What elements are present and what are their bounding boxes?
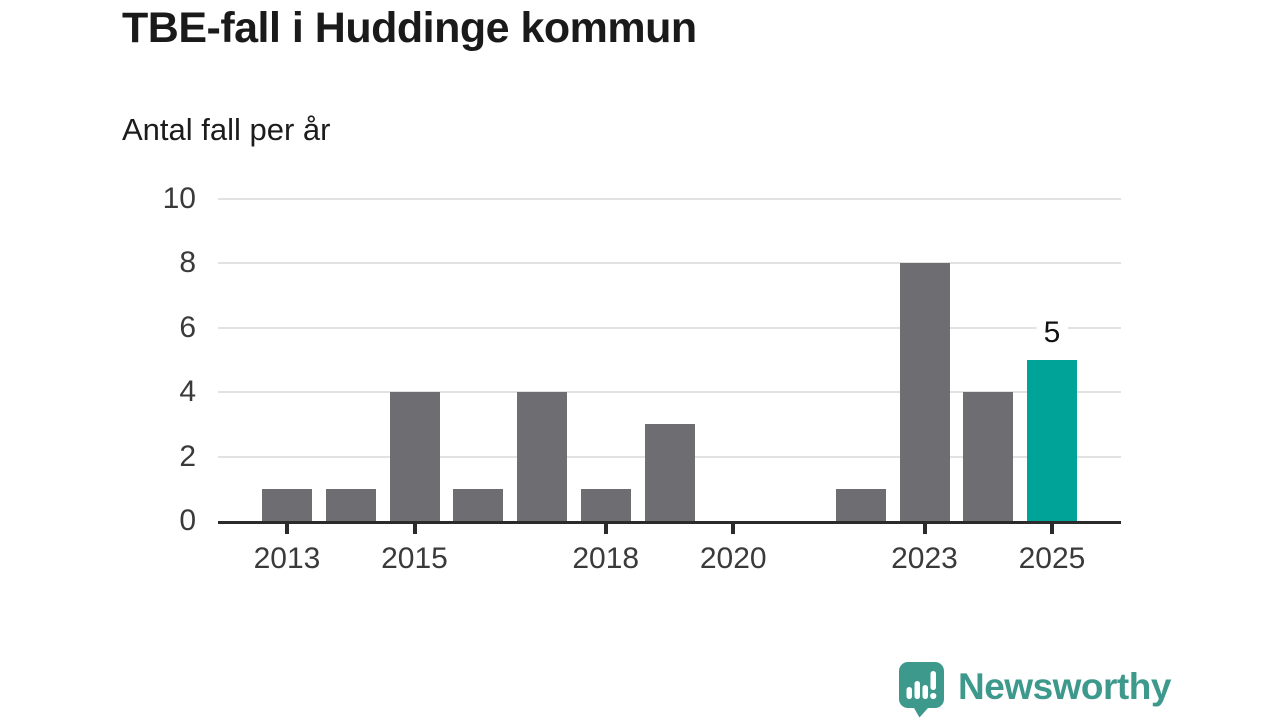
gridline-6 (218, 326, 1121, 329)
y-tick-label-6: 6 (179, 310, 196, 344)
x-tick-label-2013: 2013 (253, 542, 321, 575)
bar-2023 (899, 263, 950, 521)
gridline-10 (218, 198, 1121, 200)
chart-subtitle: Antal fall per år (122, 112, 331, 147)
x-tick-label-2020: 2020 (699, 542, 767, 575)
bar-2022 (835, 489, 886, 521)
x-tick-mark-2018 (603, 524, 608, 534)
newsworthy-logo[interactable]: Newsworthy (898, 661, 1171, 719)
bar-2025 (1027, 360, 1077, 521)
highlight-value-label: 5 (1036, 316, 1068, 350)
x-tick-label-2023: 2023 (891, 542, 958, 575)
y-tick-label-10: 10 (162, 182, 196, 215)
y-tick-label-0: 0 (179, 504, 196, 537)
plot-area: 5 (218, 198, 1121, 524)
x-tick-mark-2025 (1050, 524, 1054, 534)
x-tick-label-2015: 2015 (381, 542, 448, 575)
bar-2014 (325, 489, 376, 521)
page-title: TBE-fall i Huddinge kommun (122, 4, 697, 52)
x-tick-mark-2013 (285, 524, 289, 534)
x-tick-mark-2020 (731, 524, 736, 534)
gridline-4 (218, 391, 1121, 394)
bar-2024 (963, 392, 1014, 521)
bar-2016 (453, 489, 504, 521)
x-tick-mark-2015 (412, 524, 417, 534)
bar-2015 (389, 392, 440, 521)
bar-2019 (644, 424, 695, 521)
brand-wordmark: Newsworthy (958, 666, 1171, 707)
newsworthy-chart-bubble-icon (899, 662, 944, 718)
y-tick-label-2: 2 (179, 439, 196, 473)
bar-2013 (262, 489, 312, 521)
bar-2018 (580, 489, 631, 521)
x-tick-label-2018: 2018 (572, 542, 640, 575)
bar-2017 (517, 392, 567, 521)
y-tick-label-8: 8 (179, 246, 196, 280)
gridline-8 (218, 262, 1121, 265)
x-tick-mark-2023 (922, 524, 927, 534)
y-tick-label-4: 4 (179, 375, 196, 409)
x-tick-label-2025: 2025 (1018, 542, 1086, 575)
